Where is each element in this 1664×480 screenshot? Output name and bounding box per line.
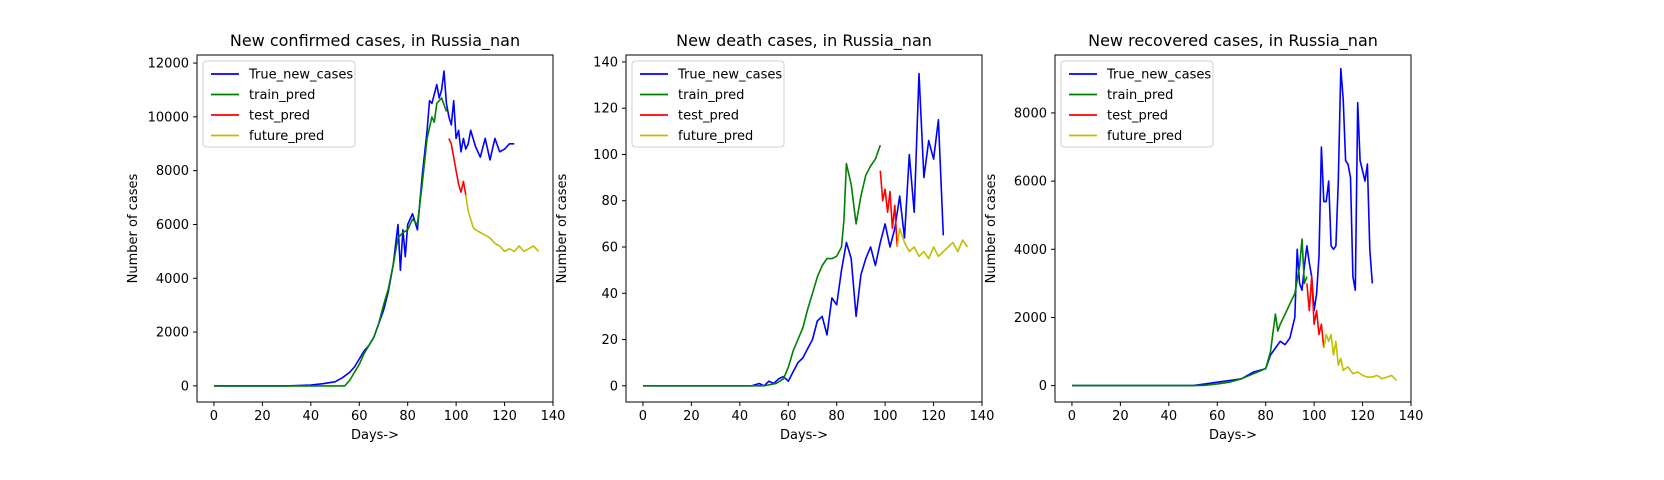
- y-tick-label: 6000: [156, 218, 189, 233]
- x-tick-label: 100: [873, 409, 898, 424]
- y-tick-label: 4000: [156, 272, 189, 287]
- recovered-cases-panel: New recovered cases, in Russia_nan Days-…: [984, 31, 1423, 443]
- legend: True_new_cases train_pred test_pred future_…: [202, 60, 356, 148]
- x-axis-label: Days->: [1209, 428, 1257, 443]
- x-axis-label: Days->: [351, 428, 399, 443]
- series-line-test-pred: [448, 138, 467, 196]
- y-tick-label: 2000: [1014, 311, 1047, 326]
- x-tick-label: 0: [1068, 409, 1076, 424]
- plot-area-frame: [1054, 54, 1412, 403]
- legend: True_new_cases train_pred test_pred future_…: [631, 60, 785, 148]
- x-tick-label: 20: [1112, 409, 1129, 424]
- x-tick-label: 80: [399, 409, 416, 424]
- series-line-true-new-cases: [214, 70, 515, 387]
- legend-label: test_pred: [249, 109, 310, 124]
- legend-box: [631, 60, 785, 148]
- x-tick-label: 120: [921, 409, 946, 424]
- y-tick-label: 40: [601, 287, 618, 302]
- y-tick-label: 20: [601, 333, 618, 348]
- legend-label: train_pred: [1107, 88, 1173, 103]
- x-tick-label: 100: [1302, 409, 1327, 424]
- legend-label: True_new_cases: [677, 68, 782, 83]
- series-line-true-new-cases: [643, 72, 945, 387]
- y-axis-label: Number of cases: [126, 173, 141, 283]
- series-line-future-pred: [1323, 333, 1398, 382]
- legend-label: train_pred: [249, 88, 315, 103]
- x-tick-label: 100: [444, 409, 469, 424]
- series-line-test-pred: [879, 170, 898, 248]
- chart-title: New recovered cases, in Russia_nan: [1088, 31, 1378, 51]
- y-axis-label: Number of cases: [555, 173, 570, 283]
- x-tick-label: 140: [541, 409, 566, 424]
- y-tick-label: 140: [593, 55, 618, 70]
- series-line-train-pred: [643, 144, 882, 387]
- y-tick-label: 10000: [148, 110, 189, 125]
- x-tick-label: 60: [780, 409, 797, 424]
- series-line-future-pred: [465, 194, 540, 253]
- series-line-test-pred: [1306, 275, 1325, 349]
- legend-label: future_pred: [249, 129, 324, 144]
- x-tick-label: 0: [639, 409, 647, 424]
- series-line-future-pred: [896, 227, 969, 260]
- death-cases-panel: New death cases, in Russia_nan Days-> Nu…: [555, 31, 994, 443]
- x-tick-label: 60: [351, 409, 368, 424]
- x-tick-label: 140: [1399, 409, 1424, 424]
- y-tick-label: 8000: [156, 164, 189, 179]
- legend-label: future_pred: [1107, 129, 1182, 144]
- legend-label: True_new_cases: [1106, 68, 1211, 83]
- x-tick-label: 40: [1161, 409, 1178, 424]
- y-tick-label: 60: [601, 241, 618, 256]
- confirmed-cases-panel: New confirmed cases, in Russia_nan Days-…: [126, 31, 565, 443]
- x-tick-label: 60: [1209, 409, 1226, 424]
- x-tick-label: 80: [1257, 409, 1274, 424]
- series-line-train-pred: [1072, 238, 1308, 387]
- y-tick-label: 0: [181, 379, 189, 394]
- x-tick-label: 0: [210, 409, 218, 424]
- x-tick-label: 20: [254, 409, 271, 424]
- legend-label: test_pred: [678, 109, 739, 124]
- legend-label: future_pred: [678, 129, 753, 144]
- chart-title: New death cases, in Russia_nan: [676, 31, 932, 51]
- y-tick-label: 120: [593, 102, 618, 117]
- y-tick-label: 4000: [1014, 243, 1047, 258]
- y-tick-label: 2000: [156, 326, 189, 341]
- legend-box: [1060, 60, 1214, 148]
- legend-box: [202, 60, 356, 148]
- x-axis-label: Days->: [780, 428, 828, 443]
- x-tick-label: 40: [303, 409, 320, 424]
- chart-title: New confirmed cases, in Russia_nan: [230, 31, 520, 51]
- legend: True_new_cases train_pred test_pred future_…: [1060, 60, 1214, 148]
- series-line-train-pred: [214, 97, 448, 387]
- x-tick-label: 20: [683, 409, 700, 424]
- y-tick-label: 12000: [148, 57, 189, 72]
- x-tick-label: 120: [492, 409, 517, 424]
- y-tick-label: 6000: [1014, 175, 1047, 190]
- y-tick-label: 0: [610, 379, 618, 394]
- legend-label: True_new_cases: [248, 68, 353, 83]
- x-tick-label: 140: [970, 409, 995, 424]
- plot-area-frame: [196, 54, 554, 403]
- legend-label: test_pred: [1107, 109, 1168, 124]
- y-tick-label: 0: [1039, 379, 1047, 394]
- y-tick-label: 80: [601, 194, 618, 209]
- y-axis-label: Number of cases: [984, 173, 999, 283]
- x-tick-label: 80: [828, 409, 845, 424]
- x-tick-label: 40: [732, 409, 749, 424]
- plot-area-frame: [625, 54, 983, 403]
- y-tick-label: 8000: [1014, 106, 1047, 121]
- y-tick-label: 100: [593, 148, 618, 163]
- legend-label: train_pred: [678, 88, 744, 103]
- x-tick-label: 120: [1350, 409, 1375, 424]
